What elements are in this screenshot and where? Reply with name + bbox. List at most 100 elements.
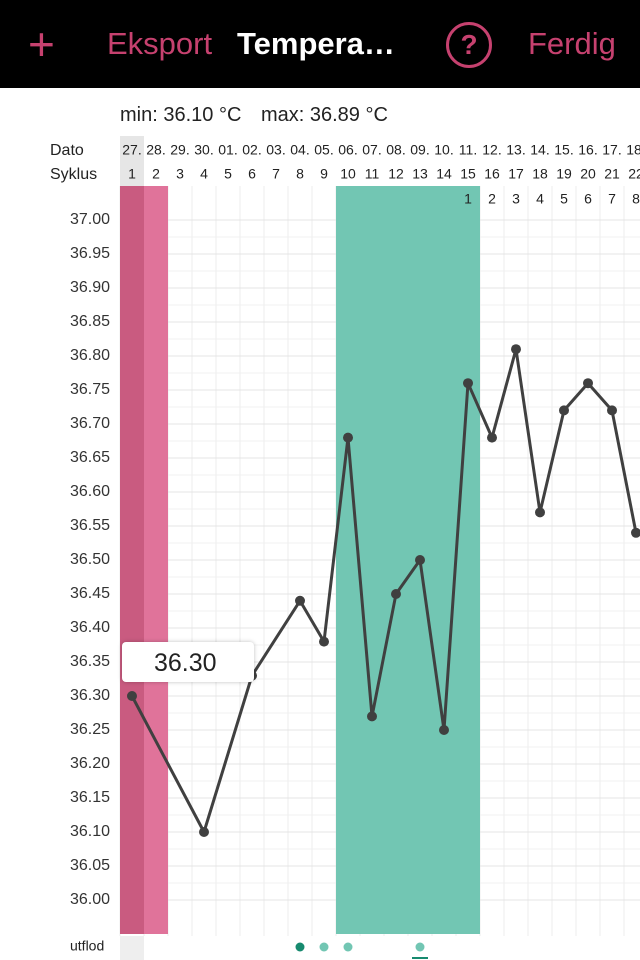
plus-icon: +	[28, 18, 55, 70]
y-tick-label: 36.80	[70, 347, 110, 364]
date-label: 11.	[459, 142, 477, 158]
y-tick-label: 36.25	[70, 721, 110, 738]
y-tick-label: 37.00	[70, 211, 110, 228]
cycle-day-label: 21	[604, 166, 620, 182]
date-label: 29.	[170, 142, 189, 158]
period-band-heavy	[120, 186, 144, 934]
date-label: 10.	[434, 142, 453, 158]
date-label: 12.	[482, 142, 501, 158]
min-temperature: min: 36.10 °C	[120, 104, 242, 126]
temperature-point[interactable]	[319, 636, 329, 647]
date-label: 04.	[290, 142, 309, 158]
discharge-marker[interactable]	[295, 942, 305, 952]
y-tick-label: 36.40	[70, 619, 110, 636]
tooltip-value: 36.30	[154, 649, 217, 677]
y-tick-label: 36.35	[70, 653, 110, 670]
temperature-point[interactable]	[199, 827, 209, 837]
temperature-point[interactable]	[391, 589, 401, 599]
cycle-day-label: 9	[320, 166, 328, 182]
date-label: 18.	[626, 142, 640, 158]
date-label: 30.	[194, 142, 213, 158]
date-label: 28.	[146, 142, 165, 158]
temperature-point[interactable]	[127, 691, 137, 701]
add-button[interactable]: +	[28, 0, 72, 88]
post-ovulation-day-label: 4	[536, 191, 544, 207]
temperature-summary: min: 36.10 °C max: 36.89 °C	[120, 104, 402, 127]
temperature-point[interactable]	[511, 344, 521, 355]
export-button[interactable]: Eksport	[107, 26, 213, 61]
cycle-day-label: 15	[460, 166, 476, 182]
temperature-point[interactable]	[439, 725, 449, 735]
discharge-marker[interactable]	[415, 942, 425, 952]
selected-day-header	[120, 136, 144, 186]
y-tick-label: 36.15	[70, 789, 110, 806]
date-label: 13.	[506, 142, 525, 158]
temperature-point[interactable]	[415, 555, 425, 565]
temperature-point[interactable]	[559, 405, 569, 416]
cycle-day-label: 18	[532, 166, 548, 182]
page-title: Tempera…	[237, 26, 395, 61]
date-label: 01.	[218, 142, 237, 158]
temperature-point[interactable]	[607, 405, 617, 416]
y-tick-label: 36.85	[70, 313, 110, 330]
top-navigation-bar: + Eksport Tempera… ? Ferdig	[0, 0, 640, 88]
cycle-day-label: 8	[296, 166, 304, 182]
temperature-point[interactable]	[487, 432, 497, 443]
date-label: 07.	[362, 142, 381, 158]
y-tick-label: 36.20	[70, 755, 110, 772]
y-tick-label: 36.05	[70, 857, 110, 874]
post-ovulation-day-label: 7	[608, 191, 616, 207]
value-tooltip: 36.30	[122, 642, 254, 682]
y-tick-label: 36.75	[70, 381, 110, 398]
date-label: 17.	[602, 142, 621, 158]
cycle-row-label: Syklus	[50, 166, 97, 183]
post-ovulation-day-label: 1	[464, 191, 472, 207]
temperature-point[interactable]	[535, 507, 545, 518]
temperature-chart[interactable]: 37.00 36.95 36.90 36.85 36.80 36.75 36.70 36.65…	[0, 136, 640, 960]
date-label: 02.	[242, 142, 261, 158]
y-tick-label: 36.55	[70, 517, 110, 534]
discharge-underline	[412, 957, 428, 959]
cycle-day-label: 17	[508, 166, 524, 182]
post-ovulation-day-label: 5	[560, 191, 568, 207]
y-tick-label: 36.70	[70, 415, 110, 432]
post-ovulation-day-label: 8	[632, 191, 640, 207]
cycle-day-label: 5	[224, 166, 232, 182]
question-circle-icon: ?	[460, 29, 478, 60]
done-button[interactable]: Ferdig	[528, 26, 616, 61]
post-ovulation-day-label: 6	[584, 191, 592, 207]
post-ovulation-day-label: 2	[488, 191, 496, 207]
temperature-point[interactable]	[631, 527, 640, 538]
temperature-point[interactable]	[343, 432, 353, 443]
y-tick-label: 36.50	[70, 551, 110, 568]
temperature-point[interactable]	[583, 378, 593, 389]
selected-day-footer	[120, 936, 144, 960]
date-label: 05.	[314, 142, 333, 158]
cycle-day-label: 6	[248, 166, 256, 182]
cycle-day-label: 10	[340, 166, 356, 182]
temperature-point[interactable]	[367, 711, 377, 722]
cycle-day-label: 3	[176, 166, 184, 182]
y-tick-label: 36.10	[70, 823, 110, 840]
cycle-day-label: 16	[484, 166, 500, 182]
y-tick-label: 36.65	[70, 449, 110, 466]
date-label: 27.	[122, 142, 141, 158]
temperature-point[interactable]	[295, 595, 305, 606]
y-tick-label: 36.60	[70, 483, 110, 500]
y-tick-label: 36.00	[70, 891, 110, 908]
discharge-marker[interactable]	[319, 942, 329, 952]
post-ovulation-day-label: 3	[512, 191, 520, 207]
help-button[interactable]: ?	[446, 22, 492, 68]
cycle-day-label: 11	[365, 166, 380, 182]
y-tick-label: 36.95	[70, 245, 110, 262]
y-tick-label: 36.90	[70, 279, 110, 296]
discharge-row-label: utflod	[70, 938, 104, 954]
cycle-day-label: 7	[272, 166, 280, 182]
discharge-marker[interactable]	[343, 942, 353, 952]
max-temperature: max: 36.89 °C	[260, 104, 388, 126]
temperature-point[interactable]	[463, 378, 473, 389]
date-label: 08.	[386, 142, 405, 158]
y-tick-label: 36.30	[70, 687, 110, 704]
cycle-day-label: 2	[152, 166, 160, 182]
cycle-day-label: 19	[556, 166, 572, 182]
